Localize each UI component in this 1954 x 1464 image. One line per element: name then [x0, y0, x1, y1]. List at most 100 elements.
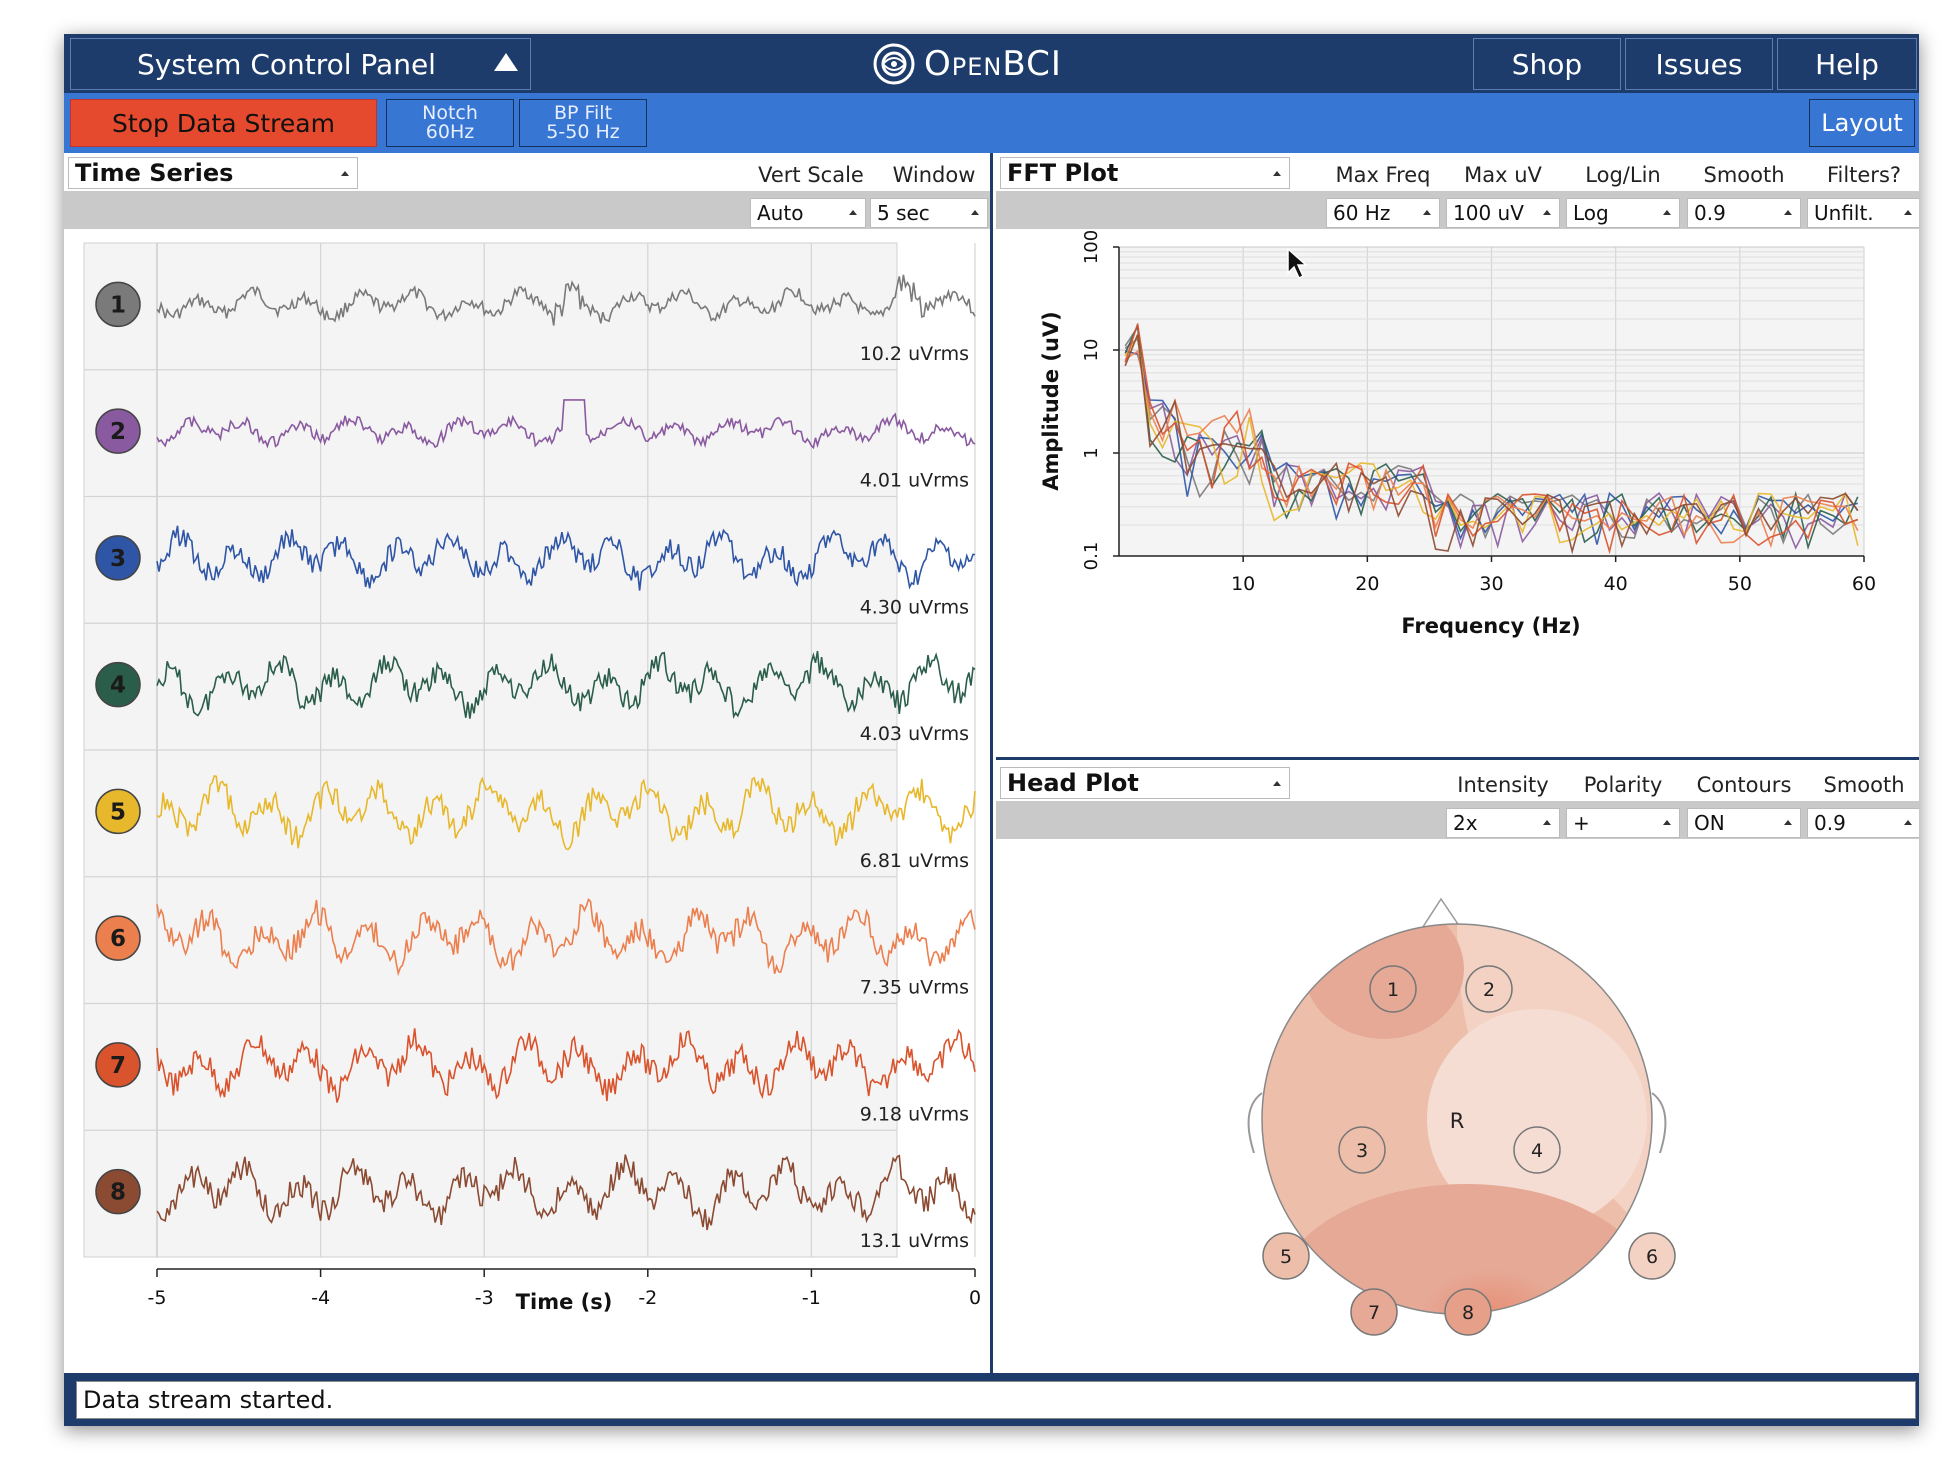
dropdown-icon — [1273, 171, 1281, 176]
electrode-5[interactable]: 5 — [1262, 1232, 1310, 1280]
channel-row-4[interactable]: 4 4.03 uVrms — [95, 650, 976, 745]
fft-option-dropdown[interactable]: 100 uV — [1446, 198, 1560, 228]
channel-5-rms: 6.81 uVrms — [860, 850, 969, 872]
system-control-panel-button[interactable]: System Control Panel — [70, 38, 531, 90]
widget-selector-head-plot[interactable]: Head Plot — [1000, 767, 1290, 799]
head-plot-option-dropdown[interactable]: 0.9 — [1807, 808, 1919, 838]
fft-option-dropdown[interactable]: 60 Hz — [1326, 198, 1440, 228]
fft-option-dropdown[interactable]: 0.9 — [1687, 198, 1801, 228]
fft-option-value: Log — [1573, 201, 1609, 225]
fft-option-dropdown[interactable]: Unfilt. — [1807, 198, 1919, 228]
fft-option-label: Max uV — [1464, 163, 1542, 187]
head-plot[interactable]: R 1 2 3 4 5 6 7 8 — [996, 839, 1919, 1373]
electrode-label: 3 — [1356, 1140, 1368, 1162]
channel-4-badge[interactable] — [95, 661, 141, 708]
channel-number: 1 — [110, 292, 126, 318]
widget-selector-time-series[interactable]: Time Series — [68, 157, 358, 189]
channel-3-waveform — [156, 525, 976, 591]
channel-2-badge[interactable] — [95, 408, 141, 454]
vert-scale-dropdown[interactable]: Auto — [750, 198, 866, 228]
time-series-plot[interactable]: 1 10.2 uVrms 2 4.01 uVrms 3 4.30 uVrms 4 4.03 u… — [64, 229, 990, 1373]
channel-4-waveform — [156, 650, 976, 719]
status-message: Data stream started. — [83, 1386, 334, 1414]
channel-row-1[interactable]: 1 10.2 uVrms — [95, 274, 976, 365]
electrode-2[interactable]: 2 — [1465, 965, 1513, 1013]
electrode-8[interactable]: 8 — [1444, 1288, 1492, 1336]
window-dropdown[interactable]: 5 sec — [870, 198, 988, 228]
layout-button[interactable]: Layout — [1809, 99, 1915, 147]
electrode-7[interactable]: 7 — [1350, 1288, 1398, 1336]
channel-row-5[interactable]: 5 6.81 uVrms — [95, 774, 976, 872]
head-plot-option-value: + — [1573, 811, 1590, 835]
electrode-label: 7 — [1368, 1302, 1380, 1324]
channel-1-waveform — [156, 274, 976, 326]
channel-8-waveform — [156, 1154, 976, 1231]
electrode-marker — [1369, 965, 1417, 1013]
channel-row-7[interactable]: 7 9.18 uVrms — [95, 1028, 976, 1125]
channel-3-badge[interactable] — [95, 535, 141, 581]
electrode-marker — [1262, 1232, 1310, 1280]
bandpass-filter-button[interactable]: BP Filt 5-50 Hz — [519, 99, 647, 147]
fft-header: FFT Plot — [996, 153, 1919, 191]
channel-8-badge[interactable] — [95, 1168, 141, 1215]
fft-option-dropdown[interactable]: Log — [1566, 198, 1680, 228]
channel-row-3[interactable]: 3 4.30 uVrms — [95, 525, 976, 618]
fft-spectra — [1124, 322, 1859, 555]
electrode-label: 1 — [1387, 979, 1399, 1001]
channel-6-badge[interactable] — [95, 915, 141, 961]
time-tick-label: -5 — [148, 1287, 167, 1309]
fft-option-value: 100 uV — [1453, 201, 1524, 225]
channel-row-2[interactable]: 2 4.01 uVrms — [95, 399, 976, 492]
channel-number: 2 — [110, 419, 126, 445]
electrode-label: 8 — [1462, 1302, 1474, 1324]
head-plot-option-dropdown[interactable]: ON — [1687, 808, 1801, 838]
electrode-marker — [1350, 1288, 1398, 1336]
help-button[interactable]: Help — [1777, 38, 1917, 90]
electrode-1[interactable]: 1 — [1369, 965, 1417, 1013]
time-tick-label: 0 — [969, 1287, 981, 1309]
issues-button[interactable]: Issues — [1625, 38, 1773, 90]
dropdown-icon — [1784, 820, 1792, 825]
channel-1-badge[interactable] — [95, 281, 141, 328]
electrode-4[interactable]: 4 — [1513, 1126, 1561, 1174]
channel-row-8[interactable]: 8 13.1 uVrms — [95, 1154, 976, 1252]
channel-5-badge[interactable] — [95, 788, 141, 835]
fft-option-label: Smooth — [1703, 163, 1785, 187]
electrodes: 1 2 3 4 5 6 7 8 — [1262, 965, 1676, 1336]
electrode-label: 4 — [1531, 1140, 1543, 1162]
status-bar: Data stream started. — [64, 1373, 1919, 1426]
time-tick-label: -4 — [311, 1287, 330, 1309]
notch-filter-button[interactable]: Notch 60Hz — [386, 99, 514, 147]
electrode-label: 2 — [1483, 979, 1495, 1001]
shop-button[interactable]: Shop — [1473, 38, 1621, 90]
electrode-3[interactable]: 3 — [1338, 1126, 1386, 1174]
fft-x-tick-label: 40 — [1604, 573, 1628, 595]
dropdown-icon — [1543, 210, 1551, 215]
dropdown-icon — [1904, 820, 1912, 825]
channel-3-rms: 4.30 uVrms — [860, 596, 969, 618]
widget-selector-fft[interactable]: FFT Plot — [1000, 157, 1290, 189]
fft-option-value: 60 Hz — [1333, 201, 1391, 225]
fft-option-label: Filters? — [1826, 163, 1902, 187]
electrode-6[interactable]: 6 — [1628, 1232, 1676, 1280]
electrode-marker — [1628, 1232, 1676, 1280]
fft-y-tick-label: 0.1 — [1081, 542, 1102, 571]
channel-number: 5 — [110, 799, 126, 825]
head-plot-option-dropdown[interactable]: 2x — [1446, 808, 1560, 838]
fft-y-tick-label: 100 — [1081, 230, 1102, 264]
dropdown-icon — [971, 210, 979, 215]
channel-2-waveform — [156, 399, 976, 450]
fft-option-label: Max Freq — [1335, 163, 1431, 187]
head-plot-option-dropdown[interactable]: + — [1566, 808, 1680, 838]
dropdown-icon — [1663, 210, 1671, 215]
fft-plot[interactable]: 10 20 30 40 50 60 0.1 1 10 100 Frequency (Hz) Amp… — [996, 229, 1919, 757]
stop-data-stream-button[interactable]: Stop Data Stream — [70, 99, 377, 147]
channel-row-6[interactable]: 6 7.35 uVrms — [95, 898, 976, 999]
time-series-panel: Time Series Vert Scale Window Auto 5 sec… — [64, 153, 993, 1373]
bp-label-line1: BP Filt — [553, 102, 613, 124]
widget-title: FFT Plot — [1007, 159, 1119, 187]
channel-7-badge[interactable] — [95, 1042, 141, 1088]
right-ear-outline — [1651, 1092, 1667, 1154]
channel-6-rms: 7.35 uVrms — [860, 977, 969, 999]
fft-x-tick-label: 60 — [1852, 573, 1876, 595]
